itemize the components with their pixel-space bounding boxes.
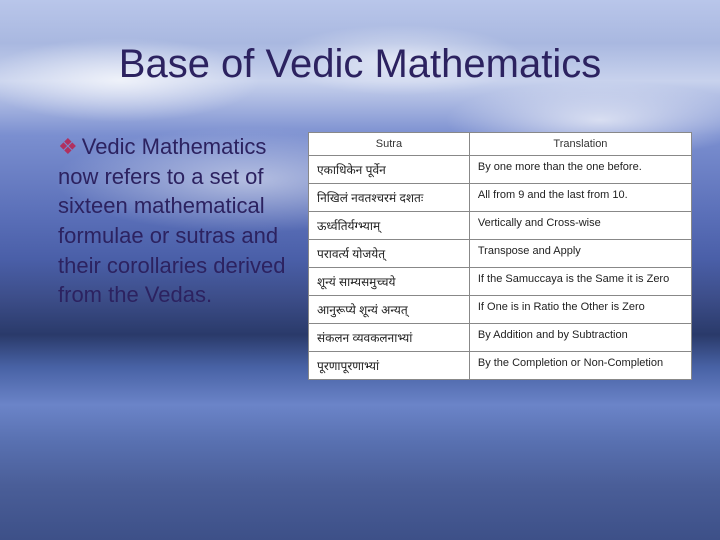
cell-translation: All from 9 and the last from 10.: [469, 184, 691, 212]
cell-sutra: शून्यं साम्यसमुच्चये: [309, 268, 470, 296]
table-header-row: Sutra Translation: [309, 133, 692, 156]
header-sutra: Sutra: [309, 133, 470, 156]
cell-sutra: एकाधिकेन पूर्वेन: [309, 156, 470, 184]
table-row: पूरणापूरणाभ्यां By the Completion or Non…: [309, 352, 692, 380]
table-row: परावर्त्य योजयेत् Transpose and Apply: [309, 240, 692, 268]
table-row: आनुरूप्ये शून्यं अन्यत् If One is in Rat…: [309, 296, 692, 324]
cell-translation: By Addition and by Subtraction: [469, 324, 691, 352]
header-translation: Translation: [469, 133, 691, 156]
table-row: संकलन व्यवकलनाभ्यां By Addition and by S…: [309, 324, 692, 352]
bullet-text-block: ❖Vedic Mathematics now refers to a set o…: [58, 132, 288, 380]
cell-translation: By one more than the one before.: [469, 156, 691, 184]
cell-sutra: परावर्त्य योजयेत्: [309, 240, 470, 268]
cell-translation: If the Samuccaya is the Same it is Zero: [469, 268, 691, 296]
cell-translation: Transpose and Apply: [469, 240, 691, 268]
cell-sutra: निखिलं नवतश्चरमं दशतः: [309, 184, 470, 212]
table-row: एकाधिकेन पूर्वेन By one more than the on…: [309, 156, 692, 184]
table-row: ऊर्ध्वतिर्यग्भ्याम् Vertically and Cross…: [309, 212, 692, 240]
content-area: ❖Vedic Mathematics now refers to a set o…: [58, 132, 692, 380]
sutra-table-wrap: Sutra Translation एकाधिकेन पूर्वेन By on…: [308, 132, 692, 380]
cell-translation: If One is in Ratio the Other is Zero: [469, 296, 691, 324]
table-row: शून्यं साम्यसमुच्चये If the Samuccaya is…: [309, 268, 692, 296]
cell-sutra: संकलन व्यवकलनाभ्यां: [309, 324, 470, 352]
cell-sutra: ऊर्ध्वतिर्यग्भ्याम्: [309, 212, 470, 240]
bullet-diamond-icon: ❖: [58, 132, 78, 162]
bullet-text: Vedic Mathematics now refers to a set of…: [58, 134, 285, 307]
cell-translation: By the Completion or Non-Completion: [469, 352, 691, 380]
cell-translation: Vertically and Cross-wise: [469, 212, 691, 240]
cell-sutra: पूरणापूरणाभ्यां: [309, 352, 470, 380]
cell-sutra: आनुरूप्ये शून्यं अन्यत्: [309, 296, 470, 324]
slide-title: Base of Vedic Mathematics: [0, 42, 720, 87]
table-row: निखिलं नवतश्चरमं दशतः All from 9 and the…: [309, 184, 692, 212]
sutra-table: Sutra Translation एकाधिकेन पूर्वेन By on…: [308, 132, 692, 380]
